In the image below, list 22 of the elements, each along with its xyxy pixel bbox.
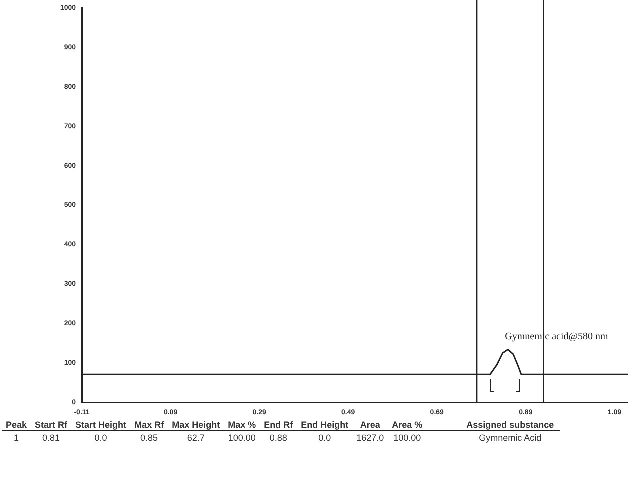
text: 0.81 xyxy=(42,432,62,445)
text: Assigned substance xyxy=(426,420,560,430)
text: 0.88 xyxy=(268,432,288,445)
text: Peak xyxy=(2,420,32,430)
text: 62.7 xyxy=(186,432,206,445)
text: 1 xyxy=(13,432,20,445)
text: 1627.0 xyxy=(356,432,386,445)
text: End Rf xyxy=(260,420,298,430)
text: Start Rf xyxy=(31,420,72,430)
text: Gymnemic Acid xyxy=(478,432,543,445)
text: Max Rf xyxy=(130,420,168,430)
text: Max % xyxy=(224,420,260,430)
text: End Height xyxy=(297,420,353,430)
text: Area % xyxy=(388,420,427,430)
text: 0.85 xyxy=(140,432,160,445)
text: 100.00 xyxy=(392,432,422,445)
text: Start Height xyxy=(72,420,131,430)
text: Area xyxy=(352,420,388,430)
text: Max Height xyxy=(168,420,224,430)
text: 100.00 xyxy=(227,432,257,445)
text: 0.0 xyxy=(94,432,108,445)
text: 0.0 xyxy=(318,432,332,445)
